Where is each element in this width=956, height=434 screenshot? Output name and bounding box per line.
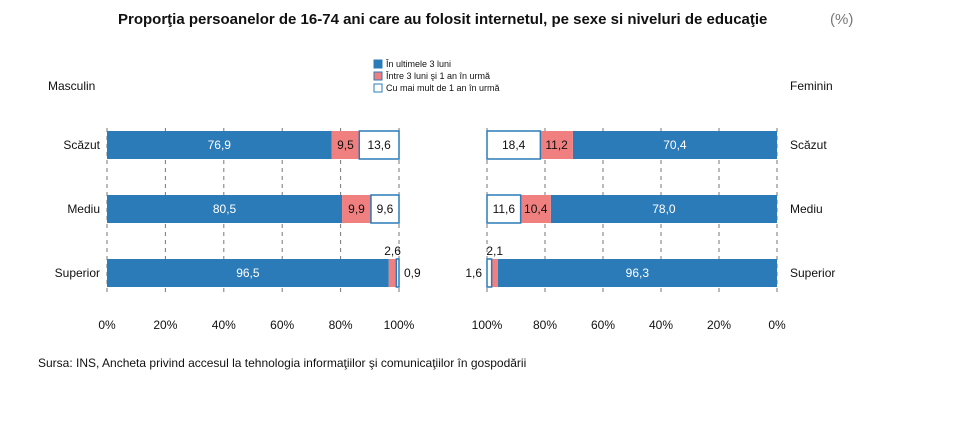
bar-feminin-s1: [572, 131, 777, 159]
bar-feminin-s1: [550, 195, 777, 223]
bar-masculin-s2: [331, 131, 360, 159]
value-label: 76,9: [208, 138, 232, 152]
value-label: 96,3: [626, 266, 650, 280]
legend-label-3: Cu mai mult de 1 an în urmă: [386, 83, 500, 93]
category-label-masculin: Scăzut: [63, 138, 100, 152]
tick-label: 40%: [649, 318, 673, 332]
panel-label-masculin: Masculin: [48, 79, 95, 93]
value-label: 18,4: [502, 138, 526, 152]
legend-swatch-1: [373, 59, 383, 69]
bar-feminin-s3: [486, 258, 493, 288]
tick-labels: 0% 20% 40% 60% 80% 100% 100% 80% 60% 40% 20% 0%: [98, 318, 786, 332]
tick-label: 100%: [472, 318, 503, 332]
category-label-feminin: Scăzut: [790, 138, 827, 152]
legend-swatch-3: [373, 83, 383, 93]
chart-title: Proporţia persoanelor de 16-74 ani care …: [118, 11, 767, 28]
value-label: 10,4: [524, 202, 548, 216]
source-note: Sursa: INS, Ancheta privind accesul la t…: [38, 356, 526, 370]
tick-label: 0%: [98, 318, 116, 332]
value-label: 9,9: [348, 202, 365, 216]
value-label: 9,5: [337, 138, 354, 152]
bar-masculin-s2: [342, 195, 371, 223]
value-label: 1,6: [465, 266, 482, 280]
value-label: 9,6: [377, 202, 394, 216]
category-label-masculin: Superior: [55, 266, 100, 280]
value-label: 80,5: [213, 202, 237, 216]
tick-label: 80%: [329, 318, 353, 332]
bar-feminin-s3: [486, 130, 542, 160]
tick-label: 60%: [270, 318, 294, 332]
bar-feminin-s2: [540, 131, 573, 159]
value-label: 0,9: [404, 266, 421, 280]
category-label-feminin: Mediu: [790, 202, 823, 216]
value-label: 2,1: [486, 244, 503, 258]
bar-masculin-s1: [107, 131, 332, 159]
category-label-feminin: Superior: [790, 266, 835, 280]
bars: 76,9 9,5 13,6 80,5 9,9 9,6 96,5 2,60,9 70,4 11,2 1…: [107, 130, 777, 288]
bar-masculin-s3: [395, 258, 400, 288]
tick-label: 60%: [591, 318, 615, 332]
tick-label: 40%: [212, 318, 236, 332]
bar-feminin-s2: [491, 259, 498, 287]
value-label: 2,6: [384, 244, 401, 258]
tick-label: 80%: [533, 318, 557, 332]
value-label: 70,4: [663, 138, 687, 152]
legend-label-2: Între 3 luni şi 1 an în urmă: [385, 71, 490, 81]
tick-label: 20%: [153, 318, 177, 332]
bar-feminin-s3: [486, 194, 522, 224]
panel-label-feminin: Feminin: [790, 79, 833, 93]
value-label: 78,0: [652, 202, 676, 216]
bar-masculin-s3: [370, 194, 400, 224]
unit-label: (%): [830, 11, 853, 28]
value-label: 96,5: [236, 266, 260, 280]
tick-label: 20%: [707, 318, 731, 332]
legend-swatch-2: [373, 71, 383, 81]
bar-feminin-s2: [520, 195, 551, 223]
bar-masculin-s3: [358, 130, 400, 160]
category-label-masculin: Mediu: [67, 202, 100, 216]
legend-label-1: În ultimele 3 luni: [385, 59, 451, 69]
tick-label: 100%: [384, 318, 415, 332]
value-label: 13,6: [367, 138, 391, 152]
tick-label: 0%: [768, 318, 786, 332]
bar-masculin-s1: [107, 259, 389, 287]
bar-masculin-s1: [107, 195, 343, 223]
legend: În ultimele 3 luni Între 3 luni şi 1 an î…: [373, 59, 500, 93]
bar-masculin-s2: [388, 259, 397, 287]
value-label: 11,2: [545, 138, 568, 152]
bar-feminin-s1: [497, 259, 777, 287]
value-label: 11,6: [493, 202, 516, 216]
category-labels: Scăzut Scăzut Mediu Mediu Superior Superior: [55, 138, 836, 280]
